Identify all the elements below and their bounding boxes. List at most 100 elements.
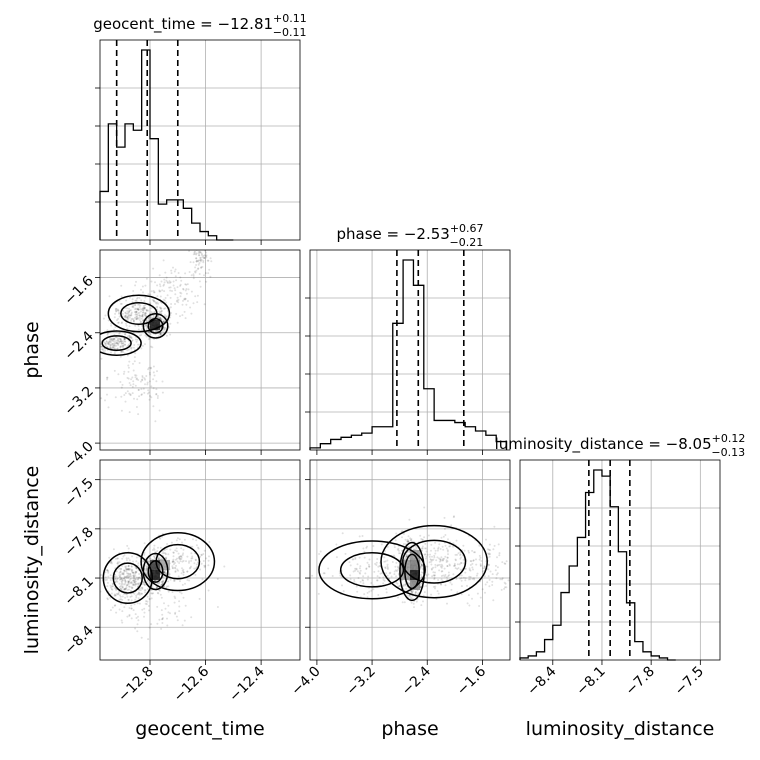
sample-point bbox=[115, 310, 117, 313]
sample-point bbox=[134, 627, 137, 630]
sample-point bbox=[359, 569, 362, 572]
sample-point bbox=[420, 576, 423, 579]
sample-point bbox=[489, 570, 492, 573]
sample-point bbox=[484, 583, 487, 586]
sample-point bbox=[111, 339, 114, 342]
sample-point bbox=[370, 582, 373, 584]
sample-point bbox=[165, 585, 168, 588]
panel-border bbox=[99, 249, 301, 451]
sample-point bbox=[405, 555, 408, 558]
sample-point bbox=[103, 341, 105, 344]
sample-point bbox=[118, 594, 121, 597]
sample-point bbox=[377, 594, 380, 596]
sample-point bbox=[174, 558, 177, 561]
sample-point bbox=[176, 619, 179, 622]
sample-point bbox=[327, 567, 330, 570]
sample-point bbox=[203, 549, 206, 552]
sample-point bbox=[126, 312, 129, 315]
sample-point bbox=[193, 251, 196, 254]
sample-point bbox=[150, 592, 153, 595]
sample-point bbox=[376, 558, 379, 560]
sample-point bbox=[146, 317, 149, 320]
sample-point bbox=[366, 545, 368, 548]
sample-point bbox=[409, 537, 412, 540]
sample-point bbox=[404, 558, 407, 561]
sample-point bbox=[133, 311, 136, 313]
sample-point bbox=[95, 346, 97, 348]
sample-point bbox=[397, 547, 400, 550]
sample-point bbox=[156, 550, 159, 552]
sample-point bbox=[201, 254, 203, 257]
sample-point bbox=[156, 397, 159, 399]
sample-point bbox=[137, 325, 140, 327]
sample-point bbox=[140, 592, 143, 595]
sample-point bbox=[119, 571, 122, 574]
sample-point bbox=[146, 574, 149, 576]
sample-point bbox=[147, 391, 150, 394]
sample-point bbox=[107, 575, 110, 578]
sample-point bbox=[160, 280, 163, 283]
sample-point bbox=[120, 350, 123, 353]
sample-point bbox=[127, 580, 130, 583]
sample-point bbox=[425, 574, 428, 577]
sample-point bbox=[126, 568, 129, 571]
sample-point bbox=[128, 360, 131, 363]
sample-point bbox=[504, 582, 507, 585]
sample-point bbox=[133, 581, 136, 584]
sample-point bbox=[407, 535, 410, 538]
sample-point bbox=[210, 260, 213, 263]
sample-point bbox=[134, 571, 137, 574]
histogram-step-line bbox=[519, 469, 676, 661]
sample-point bbox=[487, 552, 489, 555]
sample-point bbox=[423, 506, 426, 509]
sample-point bbox=[130, 569, 133, 572]
y-axis-label-phase: phase bbox=[21, 321, 43, 378]
sample-point bbox=[121, 557, 124, 560]
sample-point bbox=[436, 590, 439, 593]
sample-point bbox=[128, 613, 131, 616]
sample-point bbox=[147, 368, 150, 371]
sample-point bbox=[142, 560, 145, 563]
sample-point bbox=[137, 312, 140, 315]
sample-point bbox=[104, 399, 106, 402]
sample-point bbox=[128, 310, 131, 313]
sample-point bbox=[124, 596, 127, 599]
sample-point bbox=[197, 263, 200, 266]
sample-point bbox=[100, 397, 103, 400]
sample-point bbox=[184, 297, 187, 300]
sample-point bbox=[110, 346, 112, 349]
sample-point bbox=[144, 313, 147, 316]
sample-point bbox=[467, 551, 470, 554]
sample-point bbox=[110, 561, 113, 564]
sample-point bbox=[121, 586, 124, 589]
sample-point bbox=[106, 585, 109, 588]
sample-point bbox=[117, 321, 120, 324]
sample-point bbox=[148, 337, 151, 340]
sample-point bbox=[126, 615, 129, 618]
sample-point bbox=[167, 553, 170, 556]
sample-point bbox=[116, 577, 119, 580]
sample-point bbox=[137, 597, 140, 600]
sample-point bbox=[150, 280, 153, 283]
sample-point bbox=[156, 605, 159, 608]
sample-point bbox=[149, 316, 152, 319]
sample-point bbox=[160, 583, 163, 586]
sample-point bbox=[124, 392, 127, 395]
sample-point bbox=[128, 382, 131, 384]
sample-point bbox=[454, 559, 457, 562]
sample-point bbox=[366, 561, 369, 564]
contour-line bbox=[318, 540, 426, 600]
sample-point bbox=[180, 592, 183, 595]
sample-point bbox=[119, 575, 122, 578]
sample-point bbox=[429, 558, 432, 561]
sample-point bbox=[358, 567, 361, 570]
sample-point bbox=[488, 543, 491, 546]
sample-point bbox=[434, 566, 437, 569]
sample-point bbox=[156, 591, 159, 594]
sample-point bbox=[386, 565, 389, 568]
sample-point bbox=[427, 573, 430, 576]
sample-point bbox=[139, 589, 142, 592]
sample-point bbox=[134, 299, 137, 302]
sample-point bbox=[136, 316, 139, 319]
sample-point bbox=[349, 564, 352, 567]
